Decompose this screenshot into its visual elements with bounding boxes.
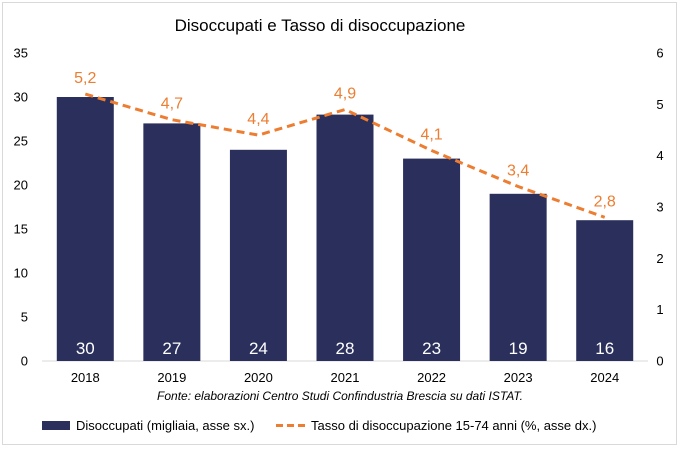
bar-label-2018: 30 — [76, 339, 95, 358]
source-note: Fonte: elaborazioni Centro Studi Confind… — [157, 389, 523, 403]
x-tick-2024: 2024 — [590, 370, 619, 385]
right-axis-tick: 5 — [656, 97, 663, 112]
bar-value-labels: 30 27 24 28 23 19 16 — [76, 339, 614, 358]
rate-label-2021: 4,9 — [334, 85, 356, 102]
x-tick-2019: 2019 — [157, 370, 186, 385]
right-axis-tick: 1 — [656, 302, 663, 317]
x-tick-2021: 2021 — [331, 370, 360, 385]
left-axis-tick: 5 — [21, 310, 28, 325]
right-axis-tick: 4 — [656, 148, 663, 163]
bar-label-2023: 19 — [509, 339, 528, 358]
bar-2021 — [316, 114, 374, 361]
x-tick-2022: 2022 — [417, 370, 446, 385]
left-axis-tick: 15 — [14, 222, 28, 237]
left-axis-tick: 10 — [14, 266, 28, 281]
bar-label-2020: 24 — [249, 339, 268, 358]
bar-label-2024: 16 — [595, 339, 614, 358]
rate-value-labels: 5,2 4,7 4,4 4,9 4,1 3,4 2,8 — [74, 70, 616, 210]
bars-series — [56, 97, 634, 362]
right-axis-tick: 3 — [656, 200, 663, 215]
left-axis-tick: 20 — [14, 178, 28, 193]
bar-2018 — [56, 97, 114, 361]
rate-label-2020: 4,4 — [247, 111, 269, 128]
rate-label-2019: 4,7 — [161, 96, 183, 113]
legend-bar-label: Disoccupati (migliaia, asse sx.) — [76, 418, 254, 433]
bar-2019 — [143, 123, 201, 362]
bar-2020 — [229, 149, 287, 361]
rate-label-2023: 3,4 — [507, 162, 529, 179]
bar-2024 — [576, 220, 634, 361]
rate-label-2018: 5,2 — [74, 70, 96, 87]
rate-series-line — [84, 92, 606, 219]
right-axis-tick: 0 — [656, 354, 663, 369]
x-tick-2023: 2023 — [504, 370, 533, 385]
right-axis-tick: 6 — [656, 46, 663, 61]
chart-title: Disoccupati e Tasso di disoccupazione — [175, 16, 466, 35]
right-axis-ticks: 0 1 2 3 4 5 6 — [656, 46, 663, 369]
bar-label-2021: 28 — [336, 339, 355, 358]
rate-label-2024: 2,8 — [594, 193, 616, 210]
left-axis-tick: 25 — [14, 134, 28, 149]
rate-label-2022: 4,1 — [420, 127, 442, 144]
left-axis-tick: 35 — [14, 46, 28, 61]
bar-label-2022: 23 — [422, 339, 441, 358]
bar-2022 — [403, 158, 461, 361]
legend-line-label: Tasso di disoccupazione 15-74 anni (%, a… — [311, 418, 596, 433]
right-axis-tick: 2 — [656, 251, 663, 266]
bar-2023 — [489, 193, 547, 361]
x-tick-2018: 2018 — [71, 370, 100, 385]
x-tick-2020: 2020 — [244, 370, 273, 385]
left-axis-tick: 0 — [21, 354, 28, 369]
left-axis-ticks: 0 5 10 15 20 25 30 35 — [14, 46, 28, 369]
left-axis-tick: 30 — [14, 90, 28, 105]
legend: Disoccupati (migliaia, asse sx.) Tasso d… — [42, 418, 596, 433]
legend-bar-swatch — [42, 421, 70, 430]
bar-label-2019: 27 — [162, 339, 181, 358]
x-axis-ticks: 2018 2019 2020 2021 2022 2023 2024 — [71, 370, 619, 385]
